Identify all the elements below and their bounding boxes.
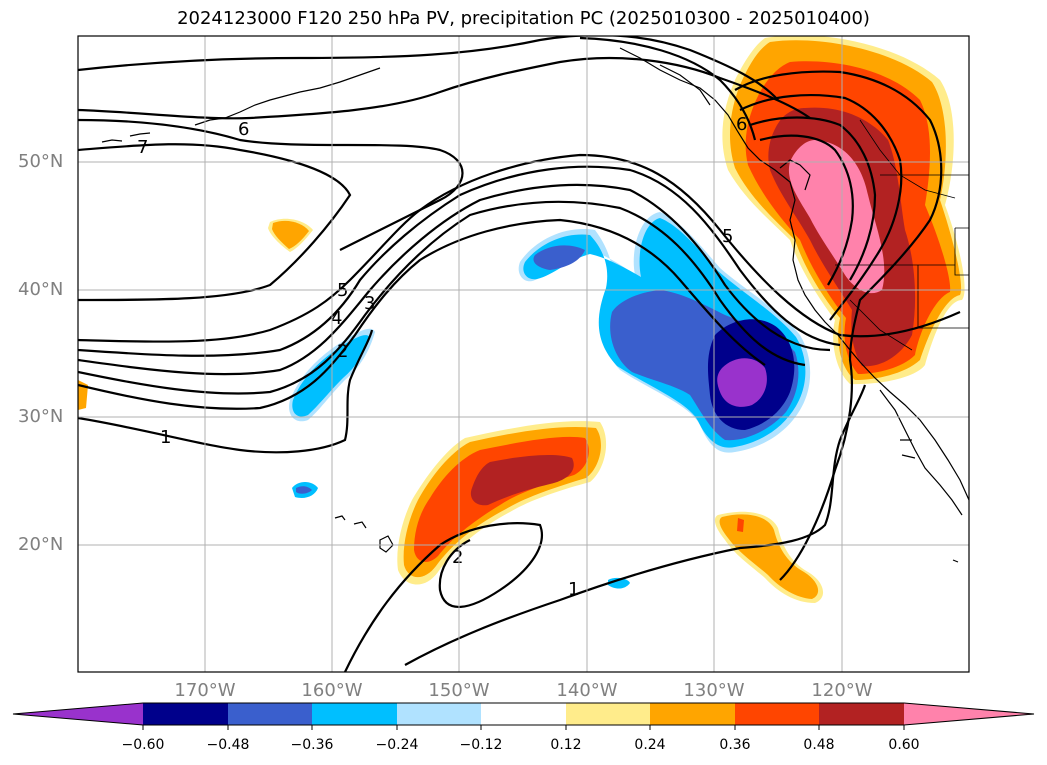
lat-label-40n: 40°N — [18, 279, 64, 300]
colorbar-tick-label: 0.12 — [550, 737, 582, 753]
colorbar-tick-label: 0.24 — [634, 737, 666, 753]
contour-label: 2 — [337, 341, 348, 362]
contour-label: 6 — [736, 114, 747, 135]
contour-label: 6 — [238, 119, 249, 140]
colorbar-tick-label: 0.60 — [888, 737, 920, 753]
pv-contours — [78, 36, 961, 672]
precip-positive-westcoast — [722, 36, 965, 385]
colorbar-bin — [481, 703, 566, 725]
contour-label: 5 — [722, 226, 733, 247]
colorbar-tick-label: 0.48 — [803, 737, 835, 753]
lon-label-150w: 150°W — [428, 680, 490, 701]
lat-label-30n: 30°N — [18, 406, 64, 427]
lon-label-140w: 140°W — [556, 680, 618, 701]
colorbar-bin — [312, 703, 397, 725]
contour-label: 7 — [137, 137, 148, 158]
contour-label: 4 — [331, 308, 342, 329]
pv-contour-labels: 7 6 5 4 3 2 1 5 6 2 1 — [137, 114, 747, 600]
precip-positive-southeast — [714, 511, 824, 603]
lon-label-170w: 170°W — [174, 680, 236, 701]
islands — [101, 132, 959, 563]
precip-negative — [289, 212, 811, 589]
lon-label-160w: 160°W — [301, 680, 363, 701]
colorbar-bin — [143, 703, 228, 725]
gridlines — [78, 36, 969, 672]
colorbar-tick-label: −0.60 — [121, 737, 165, 753]
lon-label-130w: 130°W — [683, 680, 745, 701]
colorbar — [12, 702, 1035, 730]
colorbar-bin — [819, 703, 904, 725]
lat-label-20n: 20°N — [18, 534, 64, 555]
contour-label: 1 — [568, 579, 579, 600]
colorbar-bin — [735, 703, 819, 725]
colorbar-bin — [397, 703, 481, 725]
colorbar-tick-label: 0.36 — [719, 737, 751, 753]
colorbar-tick-label: −0.24 — [375, 737, 419, 753]
contour-label: 1 — [160, 427, 171, 448]
colorbar-bin — [228, 703, 312, 725]
lat-label-50n: 50°N — [18, 151, 64, 172]
colorbar-extend-high — [904, 703, 1034, 725]
contour-label: 3 — [364, 293, 375, 314]
precip-positive-subtropical — [78, 218, 607, 585]
lon-label-120w: 120°W — [811, 680, 873, 701]
colorbar-tick-label: −0.36 — [290, 737, 334, 753]
colorbar-bin — [566, 703, 650, 725]
colorbar-tick-label: −0.12 — [459, 737, 503, 753]
colorbar-extend-low — [13, 703, 143, 725]
contour-label: 2 — [452, 547, 463, 568]
colorbar-bin — [650, 703, 735, 725]
map-frame — [77, 35, 970, 673]
colorbar-tick-label: −0.48 — [206, 737, 250, 753]
map-area: 7 6 5 4 3 2 1 5 6 2 1 — [78, 36, 969, 672]
plot-title: 2024123000 F120 250 hPa PV, precipitatio… — [177, 8, 870, 29]
